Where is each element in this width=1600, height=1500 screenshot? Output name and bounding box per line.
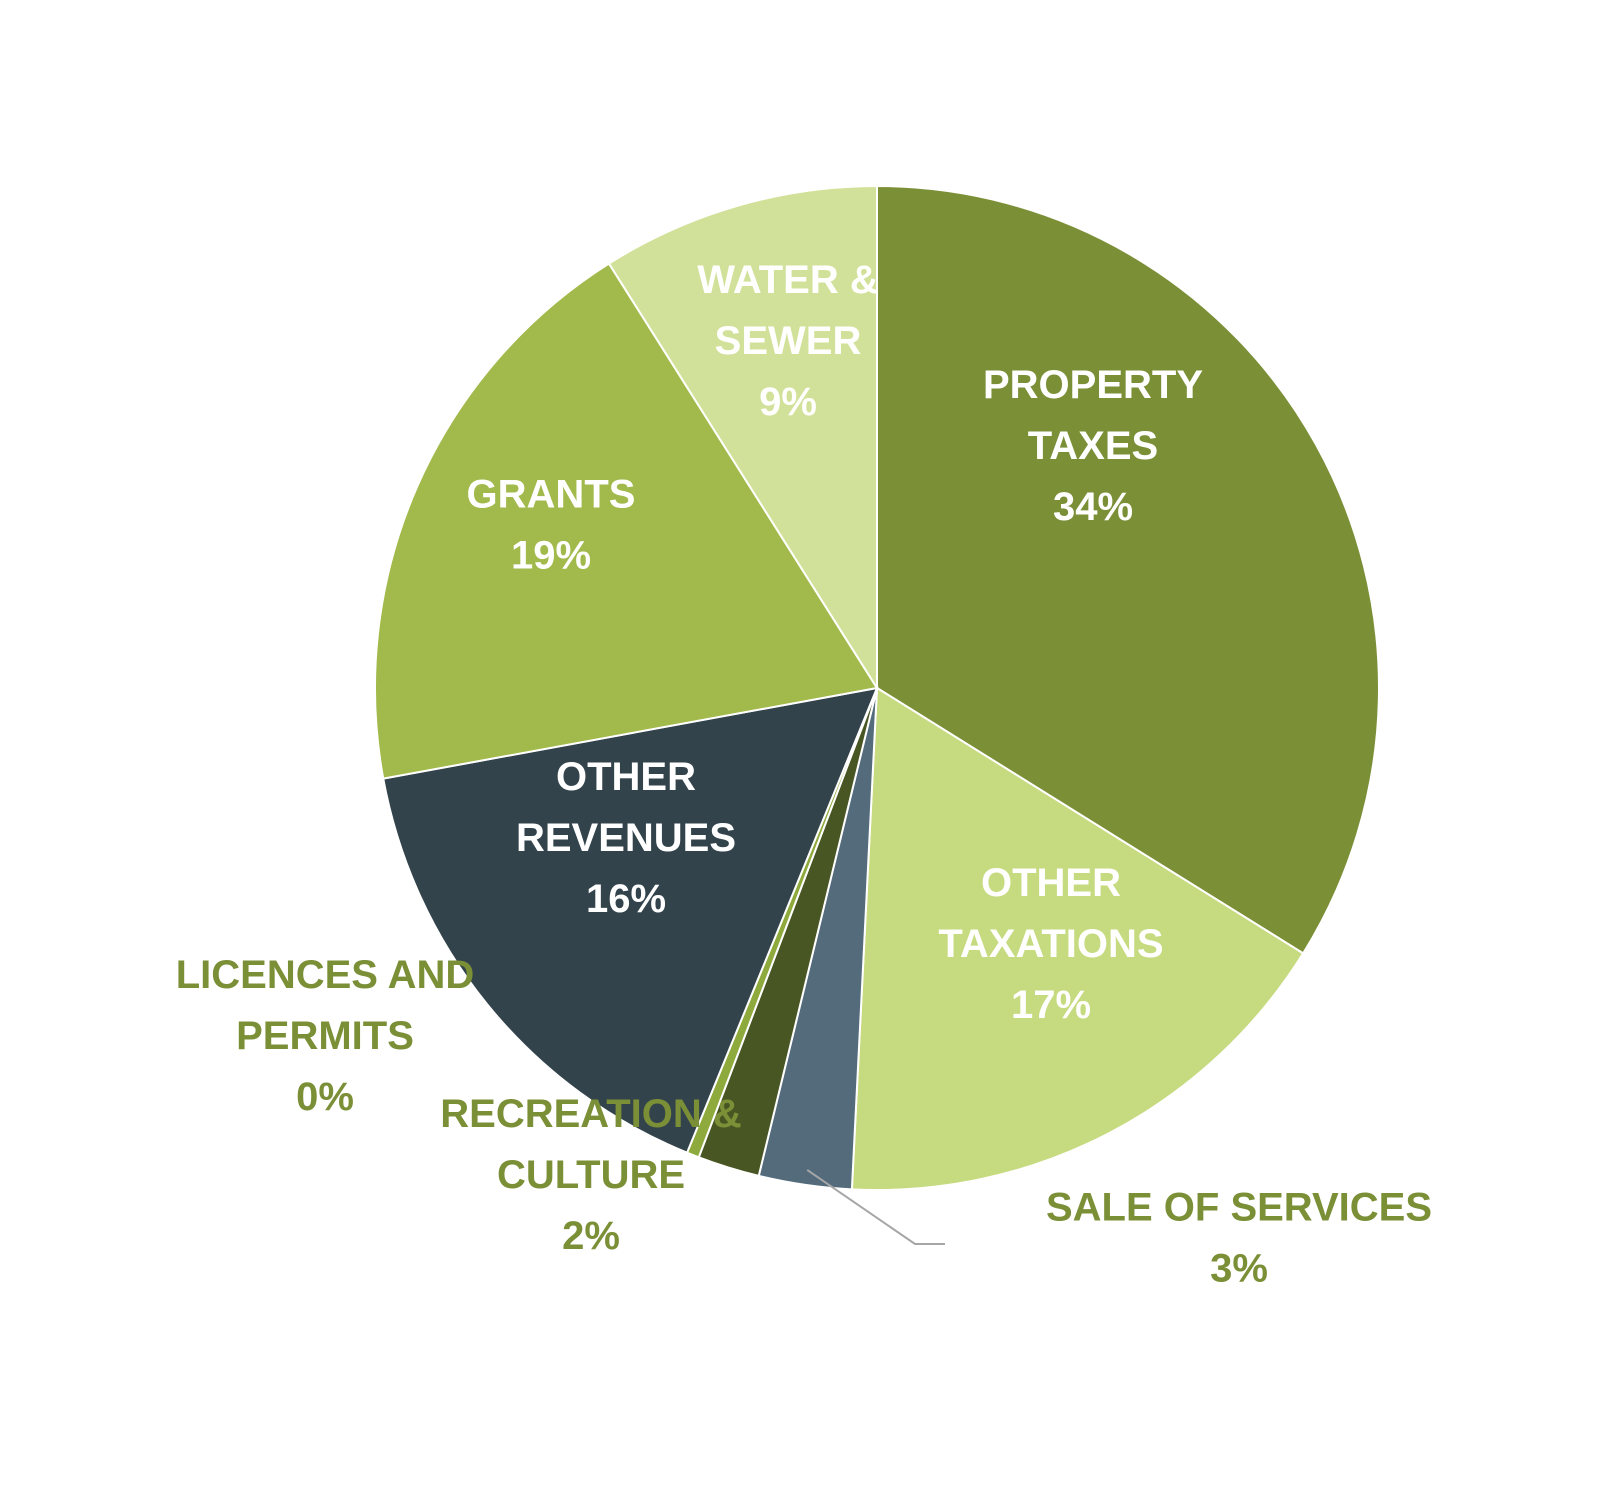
slice-value-label: 3% — [1210, 1247, 1268, 1291]
slice-category-label: GRANTS — [467, 473, 636, 517]
slice-category-label: PERMITS — [236, 1014, 414, 1058]
slice-value-label: 2% — [562, 1214, 620, 1258]
slice-value-label: 9% — [759, 380, 817, 424]
pie-slice-1 — [850, 686, 1305, 1191]
slice-value-label: 0% — [296, 1075, 354, 1119]
slice-label-5: OTHER REVENUES 16% — [516, 755, 736, 921]
slice-value-label: 16% — [586, 877, 666, 921]
slice-value-label: 19% — [511, 534, 591, 578]
slice-category-label: WATER & — [697, 258, 878, 302]
slice-label-2: SALE OF SERVICES 3% — [1046, 1186, 1432, 1291]
slice-category-label: OTHER — [981, 861, 1121, 905]
slice-category-label: REVENUES — [516, 816, 736, 860]
slice-label-7: WATER & SEWER 9% — [697, 258, 878, 424]
slice-label-6: GRANTS 19% — [467, 473, 636, 578]
slice-label-3: RECREATION & CULTURE 2% — [440, 1092, 741, 1258]
pie-slice-0 — [876, 184, 1380, 955]
slice-value-label: 17% — [1011, 983, 1091, 1027]
slice-category-label: OTHER — [556, 755, 696, 799]
slice-category-label: RECREATION & — [440, 1092, 741, 1136]
slice-category-label: PROPERTY — [983, 363, 1203, 407]
slice-category-label: TAXES — [1028, 424, 1158, 468]
slice-category-label: SALE OF SERVICES — [1046, 1186, 1432, 1230]
slice-category-label: CULTURE — [497, 1153, 685, 1197]
pie-slice-5 — [382, 686, 879, 1154]
slice-category-label: SEWER — [715, 319, 862, 363]
pie-slices — [373, 184, 1380, 1191]
slice-label-0: PROPERTY TAXES 34% — [983, 363, 1203, 529]
slice-category-label: TAXATIONS — [938, 922, 1163, 966]
slice-label-4: LICENCES AND PERMITS 0% — [176, 953, 475, 1119]
slice-label-1: OTHER TAXATIONS 17% — [938, 861, 1163, 1027]
leader-lines — [806, 1169, 945, 1245]
pie-slice-6 — [373, 262, 879, 780]
slice-labels: PROPERTY TAXES 34% OTHER TAXATIONS 17% SALE OF… — [176, 258, 1432, 1291]
slice-value-label: 34% — [1053, 485, 1133, 529]
slice-category-label: LICENCES AND — [176, 953, 475, 997]
leader-line-2 — [806, 1169, 945, 1245]
pie-slice-7 — [607, 184, 878, 692]
